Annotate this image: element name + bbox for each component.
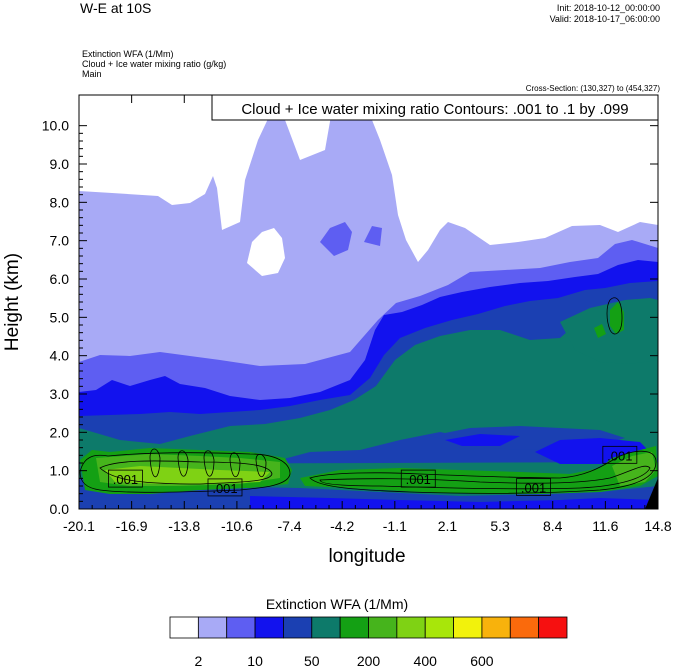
y-tick-label: 7.0 xyxy=(50,233,70,249)
colorbar-swatch xyxy=(509,616,540,639)
y-tick-label: 3.0 xyxy=(50,386,70,402)
extinction-blob-upper-2 xyxy=(364,226,382,246)
init-time: Init: 2018-10-12_00:00:00 xyxy=(556,3,660,13)
y-tick-label: 10.0 xyxy=(42,118,69,134)
y-tick-label: 1.0 xyxy=(50,463,70,479)
y-tick-label: 6.0 xyxy=(50,271,70,287)
colorbar-swatch xyxy=(453,616,483,639)
contour-label-box xyxy=(108,469,143,488)
plot-title: W-E at 10S xyxy=(80,0,152,16)
colorbar-swatch xyxy=(169,616,199,639)
contour-label: .001 xyxy=(207,478,243,497)
contour-line-left-inner xyxy=(99,460,273,485)
valid-time: Valid: 2018-10-17_06:00:00 xyxy=(549,14,660,24)
contour-label: .001 xyxy=(516,478,551,496)
extinction-region-teal xyxy=(79,300,658,462)
variable-line-2: Cloud + Ice water mixing ratio (g/kg) xyxy=(82,59,227,69)
contour-line-mid xyxy=(309,450,657,494)
extinction-region-green-upper xyxy=(560,298,658,364)
contour-lines xyxy=(79,297,657,494)
variable-line-1: Extinction WFA (1/Mm) xyxy=(82,49,174,59)
y-axis-label: Height (km) xyxy=(2,253,23,351)
contour-label: .001 xyxy=(400,469,436,488)
contour-line-left-cells xyxy=(149,448,267,478)
colorbar-swatch xyxy=(396,616,426,639)
y-tick-label: 5.0 xyxy=(50,309,70,325)
variable-line-3: Main xyxy=(82,69,102,79)
colorbar-label: 10 xyxy=(247,653,263,667)
extinction-blob-upper xyxy=(320,222,352,256)
contour-label-box xyxy=(207,478,243,497)
contour-title-box xyxy=(211,94,659,121)
colorbar-swatch xyxy=(368,616,398,639)
y-tick-label: 2.0 xyxy=(50,424,70,440)
colorbar-label: 400 xyxy=(414,653,438,667)
colorbar-swatch xyxy=(481,616,511,639)
contour-line-left xyxy=(79,452,291,493)
colorbar-swatch xyxy=(197,616,228,639)
y-tick-label: 8.0 xyxy=(50,194,70,210)
extinction-region-yellowgreen xyxy=(105,466,270,484)
x-tick-label: -13.8 xyxy=(168,518,200,534)
cross-section-label: Cross-Section: (130,327) to (454,327) xyxy=(525,84,660,93)
contour-label: .001 xyxy=(108,469,143,488)
y-tick-label: 9.0 xyxy=(50,156,70,172)
contour-line-mid-inner xyxy=(319,465,651,490)
colorbar-swatch xyxy=(538,616,568,639)
init-valid-times: Init: 2018-10-12_00:00:00 Valid: 2018-10… xyxy=(550,3,660,25)
extinction-region-green-upper-2 xyxy=(610,302,624,334)
x-tick-label: -7.4 xyxy=(277,518,301,534)
extinction-pocket-2 xyxy=(445,434,520,446)
contour-label: .001 xyxy=(602,445,638,464)
bottom-right-dark xyxy=(645,478,658,509)
colorbar-swatch xyxy=(339,616,369,639)
x-tick-label: 2.1 xyxy=(438,518,458,534)
colorbar-label: 200 xyxy=(357,653,381,667)
x-tick-label: 8.4 xyxy=(543,518,563,534)
x-tick-label: -4.2 xyxy=(330,518,354,534)
y-tick-label: 4.0 xyxy=(50,348,70,364)
extinction-region-low-1 xyxy=(247,228,285,276)
x-tick-label: 11.6 xyxy=(592,518,618,534)
x-axis-label: longitude xyxy=(328,546,405,567)
colorbar-label: 50 xyxy=(304,653,320,667)
colorbar-swatch xyxy=(254,616,284,639)
shaded-field xyxy=(79,95,658,509)
variable-description: Extinction WFA (1/Mm) Cloud + Ice water … xyxy=(82,49,226,79)
contour-label-text: .001 xyxy=(212,481,237,496)
colorbar-swatch xyxy=(424,616,454,639)
contour-label-text: .001 xyxy=(406,472,431,487)
x-tick-label: -10.6 xyxy=(221,518,253,534)
colorbar-swatch xyxy=(226,616,256,639)
x-tick-label: 5.3 xyxy=(490,518,510,534)
x-tick-label: -16.9 xyxy=(116,518,148,534)
x-tick-label: -1.1 xyxy=(383,518,407,534)
colorbar-label: 2 xyxy=(194,653,202,667)
contour-line-upper-right xyxy=(606,297,623,335)
contour-label-box xyxy=(400,469,436,488)
colorbar: 2 10 50 200 400 600 xyxy=(169,616,568,667)
contour-title: Cloud + Ice water mixing ratio Contours:… xyxy=(241,101,628,118)
contour-label-box xyxy=(516,478,551,496)
extinction-region-green-upper-3 xyxy=(594,324,606,338)
x-axis: -20.1 -16.9 -13.8 -10.6 -7.4 -4.2 -1.1 2.1 5.3 8.… xyxy=(63,95,672,534)
colorbar-swatch xyxy=(311,616,341,639)
y-tick-label: 0.0 xyxy=(50,501,70,517)
x-tick-label: 14.8 xyxy=(644,518,671,534)
contour-label-box xyxy=(602,445,638,464)
contour-labels: .001 .001 .001 .001 .001 xyxy=(108,445,638,497)
colorbar-swatch xyxy=(283,616,313,639)
extinction-pocket-5 xyxy=(250,496,658,509)
extinction-region-green-mid xyxy=(300,446,658,494)
x-tick-label: -20.1 xyxy=(63,518,95,534)
colorbar-label: 600 xyxy=(470,653,494,667)
y-axis: 0.0 1.0 2.0 3.0 4.0 5.0 6.0 7.0 8.0 9.0 10.0 xyxy=(42,118,658,517)
contour-label-text: .001 xyxy=(607,448,632,463)
contour-label-text: .001 xyxy=(521,481,546,496)
colorbar-title: Extinction WFA (1/Mm) xyxy=(265,596,409,612)
contour-label-text: .001 xyxy=(113,472,138,487)
